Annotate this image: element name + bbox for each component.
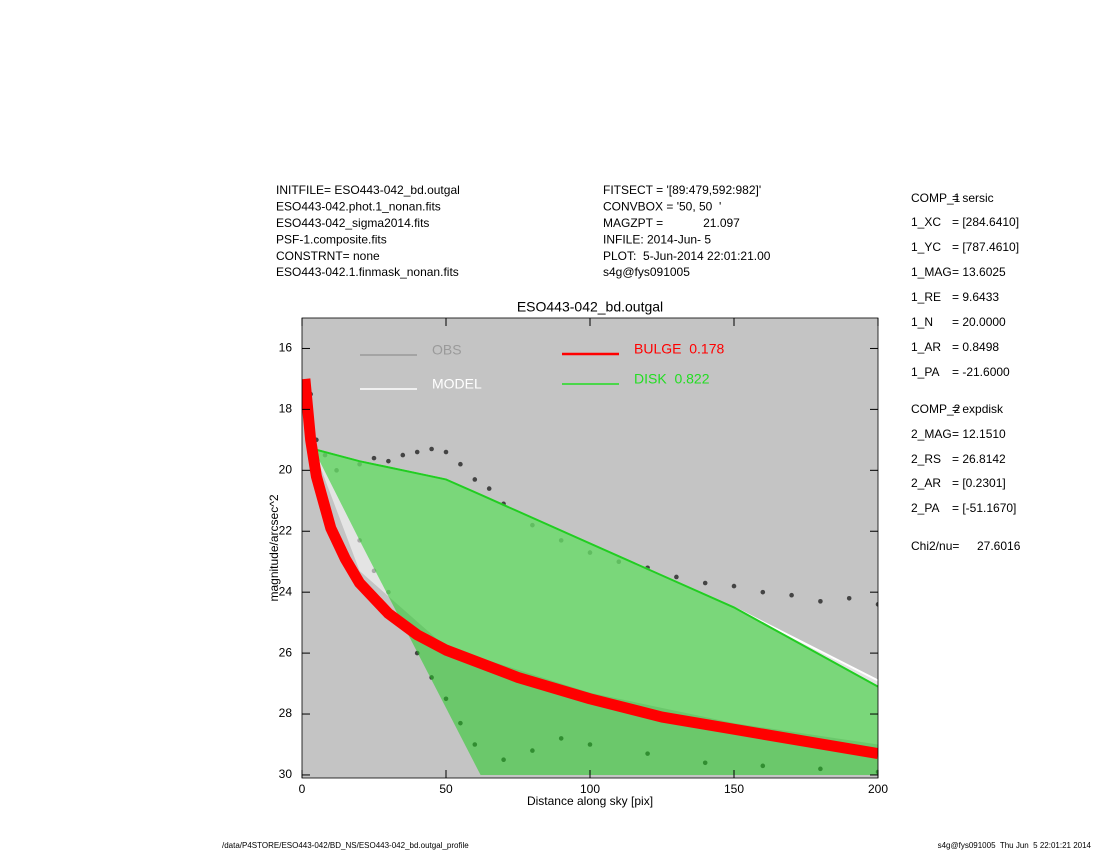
param-key: 1_AR bbox=[911, 340, 941, 354]
y-tick-label: 20 bbox=[279, 462, 293, 476]
y-tick-label: 16 bbox=[279, 341, 293, 355]
param-value: 27.6016 bbox=[977, 539, 1021, 553]
x-tick-label: 200 bbox=[868, 782, 888, 796]
param-value: = [787.4610] bbox=[952, 240, 1019, 254]
param-key: 1_N bbox=[911, 315, 933, 329]
obs-point bbox=[818, 599, 823, 604]
header-line: ESO443-042_sigma2014.fits bbox=[276, 216, 429, 230]
param-value: = [0.2301] bbox=[952, 476, 1006, 490]
obs-point bbox=[429, 446, 434, 452]
y-tick-label: 24 bbox=[279, 584, 293, 598]
legend-label: BULGE 0.178 bbox=[634, 341, 724, 357]
plot-marks bbox=[302, 378, 878, 775]
y-axis-label: magnitude/arcsec^2 bbox=[267, 494, 281, 601]
obs-point bbox=[386, 458, 391, 464]
y-tick-label: 30 bbox=[279, 767, 293, 781]
obs-point bbox=[760, 589, 766, 595]
param-key: COMP_2 bbox=[911, 402, 961, 416]
obs-point bbox=[400, 452, 406, 458]
param-value: = -21.6000 bbox=[952, 365, 1010, 379]
legend-label: MODEL bbox=[432, 376, 482, 392]
x-tick-label: 0 bbox=[299, 782, 306, 796]
param-value: = 20.0000 bbox=[952, 315, 1006, 329]
param-value: = 12.1510 bbox=[952, 427, 1006, 441]
param-key: 2_MAG bbox=[911, 427, 952, 441]
param-key: Chi2/nu= bbox=[911, 539, 959, 553]
y-tick-label: 28 bbox=[279, 706, 293, 720]
obs-point bbox=[789, 592, 794, 598]
y-tick-label: 22 bbox=[279, 523, 293, 537]
param-key: 1_PA bbox=[911, 365, 939, 379]
x-axis-label: Distance along sky [pix] bbox=[527, 794, 653, 808]
y-tick-label: 26 bbox=[279, 645, 293, 659]
obs-point bbox=[486, 486, 492, 491]
header-line: CONSTRNT= none bbox=[276, 249, 380, 263]
param-key: 2_AR bbox=[911, 476, 941, 490]
param-value: = expdisk bbox=[952, 402, 1004, 416]
header-line: CONVBOX = '50, 50 ' bbox=[603, 200, 721, 214]
header-line: FITSECT = '[89:479,592:982]' bbox=[603, 183, 761, 197]
obs-point bbox=[371, 455, 377, 461]
param-key: COMP_1 bbox=[911, 191, 961, 205]
header-line: PLOT: 5-Jun-2014 22:01:21.00 bbox=[603, 249, 771, 263]
legend-label: DISK 0.822 bbox=[634, 371, 710, 387]
obs-point bbox=[458, 461, 463, 467]
obs-point bbox=[443, 449, 449, 455]
x-tick-label: 50 bbox=[439, 782, 453, 796]
footer-stamp: s4g@fys091005 Thu Jun 5 22:01:21 2014 bbox=[938, 841, 1092, 850]
x-tick-label: 150 bbox=[724, 782, 744, 796]
header-line: INITFILE= ESO443-042_bd.outgal bbox=[276, 183, 460, 197]
param-key: 1_RE bbox=[911, 290, 941, 304]
legend-label: OBS bbox=[432, 342, 462, 358]
obs-point bbox=[846, 595, 852, 601]
obs-point bbox=[414, 449, 420, 455]
header-line: s4g@fys091005 bbox=[603, 265, 690, 279]
param-key: 2_RS bbox=[911, 452, 941, 466]
bulge-curve bbox=[302, 378, 878, 760]
header-line: PSF-1.composite.fits bbox=[276, 232, 387, 246]
band-edge bbox=[313, 448, 878, 688]
param-key: 1_XC bbox=[911, 215, 941, 229]
band-area bbox=[313, 448, 878, 775]
param-value: = 9.6433 bbox=[952, 290, 999, 304]
param-key: 1_MAG bbox=[911, 265, 952, 279]
header-line: ESO443-042.1.finmask_nonan.fits bbox=[276, 265, 459, 279]
param-key: 1_YC bbox=[911, 240, 941, 254]
param-value: = 13.6025 bbox=[952, 265, 1006, 279]
header-line: ESO443-042.phot.1_nonan.fits bbox=[276, 200, 441, 214]
footer-path: /data/P4STORE/ESO443-042/BD_NS/ESO443-04… bbox=[222, 841, 469, 850]
header-line: INFILE: 2014-Jun- 5 bbox=[603, 232, 711, 246]
obs-point bbox=[702, 580, 708, 586]
param-key: 2_PA bbox=[911, 501, 939, 515]
param-value: = 0.8498 bbox=[952, 340, 999, 354]
obs-point bbox=[472, 477, 478, 482]
obs-point bbox=[674, 574, 679, 580]
chart-title: ESO443-042_bd.outgal bbox=[517, 299, 663, 315]
x-tick-label: 100 bbox=[580, 782, 600, 796]
header-line: MAGZPT = 21.097 bbox=[603, 216, 740, 230]
param-value: = 26.8142 bbox=[952, 452, 1006, 466]
obs-point bbox=[731, 583, 737, 589]
y-tick-label: 18 bbox=[279, 402, 293, 416]
obs-point bbox=[875, 602, 878, 607]
param-value: = [284.6410] bbox=[952, 215, 1019, 229]
param-value: = sersic bbox=[952, 191, 994, 205]
param-value: = [-51.1670] bbox=[952, 501, 1016, 515]
